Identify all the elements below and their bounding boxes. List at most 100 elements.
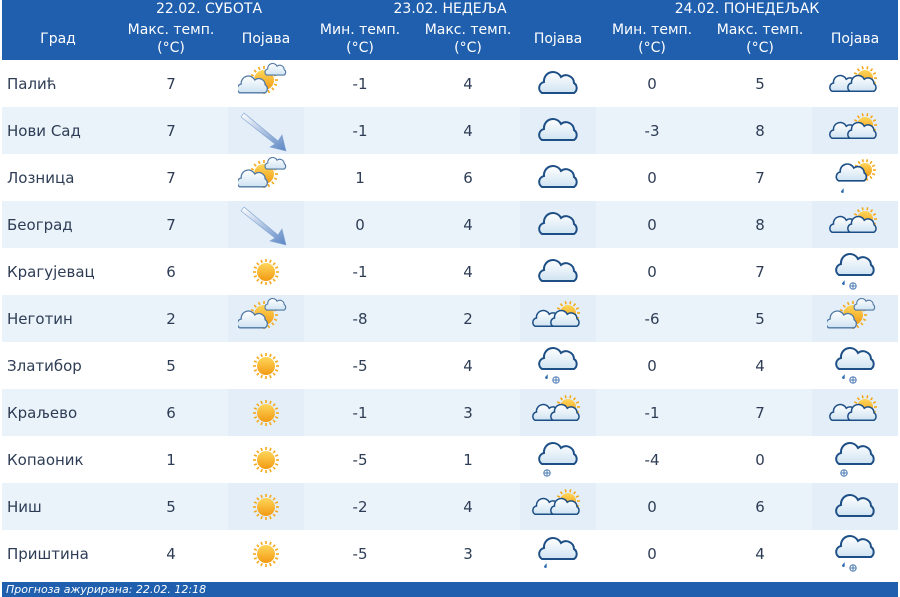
sun-icon: [253, 352, 279, 379]
weather-icon-cell: [228, 107, 305, 154]
cloud-rain-snow-icon: [835, 534, 875, 572]
city-name: Краљево: [2, 389, 114, 436]
sun-icon: [253, 258, 279, 285]
weather-icon-cell: [520, 107, 597, 154]
day-header-3: 24.02. ПОНЕДЕЉАК: [596, 0, 899, 18]
min-temp-day3: -3: [596, 107, 709, 154]
max-temp-day1: 7: [114, 60, 228, 107]
table-row: Београд 7 0 4 0 8: [2, 201, 899, 248]
forecast-table-wrapper: 22.02. СУБОТА 23.02. НЕДЕЉА 24.02. ПОНЕД…: [2, 0, 899, 577]
min-temp-day2: -1: [304, 389, 417, 436]
weather-icon-cell: [228, 154, 305, 201]
cloud-sun-rain-icon: [835, 158, 877, 193]
header-days-row: 22.02. СУБОТА 23.02. НЕДЕЉА 24.02. ПОНЕД…: [2, 0, 899, 18]
max-temp-day3: 7: [708, 389, 813, 436]
cloud-rain-snow-icon: [538, 346, 578, 384]
min-temp-day2: -5: [304, 530, 417, 577]
city-name: Нови Сад: [2, 107, 114, 154]
cloud-snow-icon: [538, 441, 578, 477]
sun-cloud-icon: [827, 297, 876, 329]
cloud-rain-snow-icon: [835, 346, 875, 384]
table-row: Лозница 7 1 6 0 7: [2, 154, 899, 201]
table-row: Нови Сад 7 -1 4 -3 8: [2, 107, 899, 154]
min-temp-day2: -8: [304, 295, 417, 342]
max-temp-day1: 5: [114, 483, 228, 530]
col-max-header: Макс. темп. (°C): [708, 18, 813, 60]
weather-icon-cell: [812, 201, 899, 248]
max-temp-day3: 8: [708, 201, 813, 248]
table-row: Палић 7 -1 4 0 5: [2, 60, 899, 107]
weather-icon-cell: [812, 60, 899, 107]
min-temp-day3: -4: [596, 436, 709, 483]
cloud-sun-icon: [532, 394, 581, 421]
weather-icon-cell: [520, 201, 597, 248]
min-temp-day2: -1: [304, 248, 417, 295]
wind-arrow-icon: [240, 112, 287, 151]
weather-icon-cell: [812, 295, 899, 342]
max-temp-day2: 4: [416, 342, 521, 389]
weather-icon-cell: [520, 530, 597, 577]
max-temp-day2: 4: [416, 483, 521, 530]
cloud-icon: [538, 70, 578, 94]
weather-icon-cell: [228, 248, 305, 295]
forecast-rows: Палић 7 -1 4 0 5 Нови Сад 7 -1 4 -3 8 Лозница 7 1 6 0 7 Бе…: [2, 60, 899, 577]
city-name: Лозница: [2, 154, 114, 201]
max-temp-day1: 7: [114, 107, 228, 154]
col-city-header: Град: [2, 18, 114, 60]
min-temp-day3: 0: [596, 342, 709, 389]
weather-icon-cell: [520, 154, 597, 201]
weather-icon-cell: [228, 530, 305, 577]
min-temp-day2: -1: [304, 60, 417, 107]
max-temp-day2: 1: [416, 436, 521, 483]
weather-icon-cell: [228, 295, 305, 342]
col-min-header: Мин. темп. (°C): [596, 18, 709, 60]
city-name: Ниш: [2, 483, 114, 530]
cloud-sun-icon: [829, 206, 878, 233]
max-temp-day1: 7: [114, 154, 228, 201]
weather-icon-cell: [812, 342, 899, 389]
city-name: Копаоник: [2, 436, 114, 483]
max-temp-day3: 6: [708, 483, 813, 530]
table-row: Копаоник 1 -5 1 -4 0: [2, 436, 899, 483]
city-name: Крагујевац: [2, 248, 114, 295]
sun-icon: [253, 540, 279, 567]
sun-icon: [253, 493, 279, 520]
cloud-snow-icon: [835, 441, 875, 477]
min-temp-day3: 0: [596, 154, 709, 201]
cloud-sun-icon: [829, 65, 878, 92]
table-row: Крагујевац 6 -1 4 0 7: [2, 248, 899, 295]
weather-icon-cell: [228, 201, 305, 248]
weather-icon-cell: [812, 154, 899, 201]
max-temp-day1: 6: [114, 248, 228, 295]
min-temp-day3: 0: [596, 483, 709, 530]
day-header-1: 22.02. СУБОТА: [114, 0, 305, 18]
weather-icon-cell: [520, 389, 597, 436]
city-name: Палић: [2, 60, 114, 107]
col-max-header: Макс. темп. (°C): [114, 18, 228, 60]
cloud-icon: [835, 493, 875, 517]
min-temp-day2: 1: [304, 154, 417, 201]
cloud-sun-icon: [829, 112, 878, 139]
weather-icon-cell: [812, 483, 899, 530]
weather-icon-cell: [812, 248, 899, 295]
col-phenomenon-header: Појава: [520, 18, 597, 60]
col-min-header: Мин. темп. (°C): [304, 18, 417, 60]
weather-icon-cell: [812, 389, 899, 436]
city-name: Неготин: [2, 295, 114, 342]
max-temp-day2: 3: [416, 389, 521, 436]
table-row: Златибор 5 -5 4 0 4: [2, 342, 899, 389]
weather-icon-cell: [228, 389, 305, 436]
max-temp-day1: 6: [114, 389, 228, 436]
max-temp-day3: 4: [708, 530, 813, 577]
max-temp-day2: 3: [416, 530, 521, 577]
max-temp-day2: 4: [416, 60, 521, 107]
cloud-icon: [538, 117, 578, 141]
cloud-sun-icon: [829, 394, 878, 421]
city-name: Београд: [2, 201, 114, 248]
weather-icon-cell: [520, 295, 597, 342]
table-row: Неготин 2 -8 2 -6 5: [2, 295, 899, 342]
min-temp-day3: 0: [596, 248, 709, 295]
city-name: Златибор: [2, 342, 114, 389]
weather-icon-cell: [520, 60, 597, 107]
max-temp-day1: 7: [114, 201, 228, 248]
